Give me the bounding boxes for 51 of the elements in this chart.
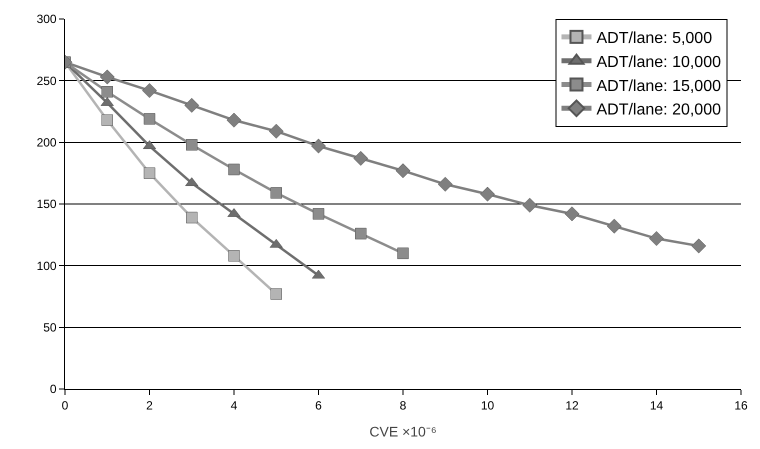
point xyxy=(438,176,453,192)
point xyxy=(355,228,366,240)
point xyxy=(564,206,580,222)
point xyxy=(144,113,156,125)
x-tick-label: 14 xyxy=(650,398,664,412)
y-tick-label: 150 xyxy=(36,197,57,212)
point xyxy=(226,112,242,128)
x-tick-label: 0 xyxy=(62,398,69,412)
point xyxy=(270,187,282,199)
x-tick-label: 6 xyxy=(315,398,322,412)
point xyxy=(270,238,283,248)
point xyxy=(100,70,115,84)
point xyxy=(102,114,113,126)
point xyxy=(312,208,324,220)
point xyxy=(186,139,198,151)
y-tick-label: 300 xyxy=(36,12,57,26)
point xyxy=(102,86,113,98)
point xyxy=(606,218,622,234)
x-tick-label: 10 xyxy=(480,398,494,412)
x-tick-label: 2 xyxy=(146,398,154,412)
x-tick-label: 4 xyxy=(230,398,238,412)
legend-label: ADT/lane: 5,000 xyxy=(596,30,712,48)
point xyxy=(142,83,157,98)
y-tick-label: 100 xyxy=(36,258,57,273)
point xyxy=(353,150,368,166)
point xyxy=(228,164,240,176)
point xyxy=(268,124,284,139)
point xyxy=(270,288,282,300)
x-tick-label: 8 xyxy=(400,398,407,412)
point xyxy=(396,163,410,178)
y-tick-label: 50 xyxy=(43,320,57,335)
point xyxy=(185,177,198,186)
y-tick-label: 0 xyxy=(50,382,57,396)
y-tick-label: 200 xyxy=(36,136,57,150)
x-tick-label: 16 xyxy=(734,398,748,412)
x-tick-label: 12 xyxy=(565,398,579,412)
x-axis-title: CVE ×10⁻⁶ xyxy=(369,424,437,440)
point xyxy=(228,250,240,262)
point xyxy=(311,138,326,154)
legend-label: ADT/lane: 20,000 xyxy=(596,102,722,119)
point xyxy=(522,198,538,213)
point xyxy=(649,231,664,246)
point xyxy=(480,186,495,202)
point xyxy=(186,212,198,224)
point xyxy=(397,248,409,260)
point xyxy=(144,167,156,179)
legend-label: ADT/lane: 15,000 xyxy=(596,78,722,95)
point xyxy=(691,238,706,254)
legend-label: ADT/lane: 10,000 xyxy=(596,54,722,71)
point xyxy=(184,98,200,113)
y-tick-label: 250 xyxy=(36,74,57,88)
